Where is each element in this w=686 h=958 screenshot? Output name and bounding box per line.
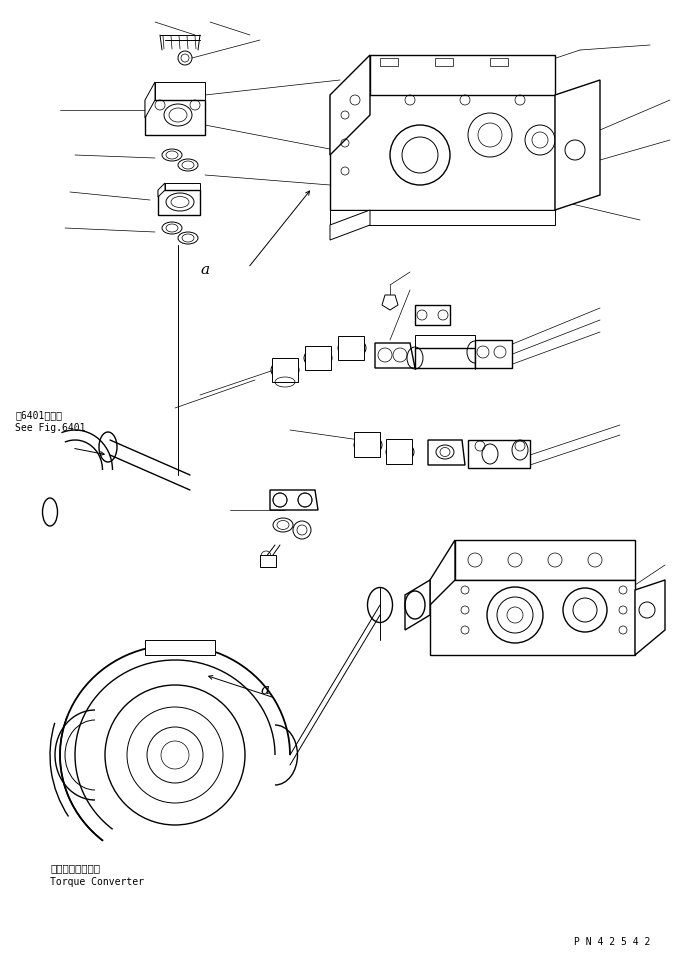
- Polygon shape: [270, 490, 318, 510]
- Polygon shape: [145, 640, 215, 655]
- Bar: [354, 432, 380, 457]
- Polygon shape: [375, 343, 415, 368]
- Text: a: a: [260, 683, 269, 697]
- Polygon shape: [455, 540, 635, 580]
- Polygon shape: [330, 55, 370, 155]
- Polygon shape: [158, 190, 200, 215]
- Polygon shape: [382, 295, 398, 310]
- Bar: [490, 58, 508, 66]
- Bar: [338, 336, 364, 360]
- Bar: [386, 439, 412, 464]
- Polygon shape: [428, 440, 465, 465]
- Polygon shape: [635, 580, 665, 655]
- Polygon shape: [145, 100, 205, 135]
- Polygon shape: [158, 183, 165, 197]
- Polygon shape: [155, 82, 205, 100]
- Polygon shape: [430, 580, 635, 655]
- Polygon shape: [415, 335, 475, 348]
- Text: Torque Converter: Torque Converter: [50, 877, 144, 887]
- Text: See Fig.6401: See Fig.6401: [15, 423, 86, 433]
- Polygon shape: [415, 348, 475, 368]
- Bar: [260, 555, 276, 567]
- Text: a: a: [200, 263, 209, 277]
- Polygon shape: [145, 82, 155, 118]
- Bar: [305, 346, 331, 370]
- Polygon shape: [415, 305, 450, 325]
- Polygon shape: [330, 210, 370, 240]
- Polygon shape: [405, 580, 430, 630]
- Polygon shape: [165, 183, 200, 190]
- Polygon shape: [430, 540, 455, 605]
- Polygon shape: [555, 80, 600, 210]
- Bar: [272, 358, 298, 382]
- Text: トルクコンバータ: トルクコンバータ: [50, 863, 100, 873]
- Bar: [380, 58, 398, 66]
- Polygon shape: [370, 55, 555, 115]
- Polygon shape: [475, 340, 512, 368]
- Bar: [435, 58, 453, 66]
- Text: 第6401図参照: 第6401図参照: [15, 410, 62, 420]
- Polygon shape: [468, 440, 530, 468]
- Polygon shape: [330, 210, 555, 225]
- Polygon shape: [330, 95, 555, 210]
- Text: P N 4 2 5 4 2: P N 4 2 5 4 2: [573, 937, 650, 947]
